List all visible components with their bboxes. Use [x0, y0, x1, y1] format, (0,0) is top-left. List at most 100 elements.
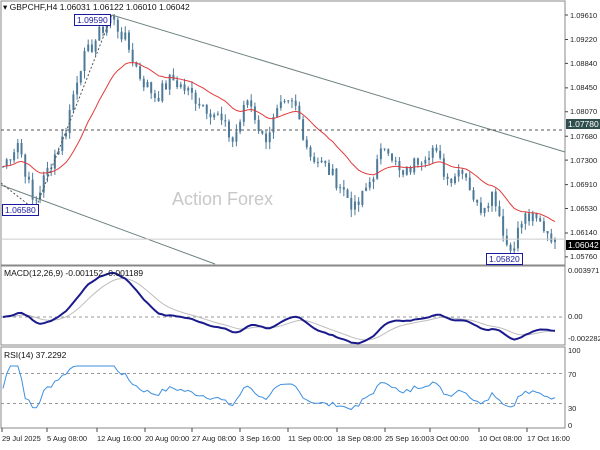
candle-body [150, 82, 153, 94]
candle-body [435, 147, 438, 151]
candle-body [168, 74, 171, 90]
rsi-panel [0, 346, 566, 429]
candle-body [179, 84, 182, 88]
candle-body [550, 233, 553, 242]
rsi-tick-label: 30 [568, 404, 577, 413]
price-tick-label: 1.09220 [570, 35, 598, 44]
candle-body [224, 120, 227, 122]
candle-body [235, 131, 238, 142]
price-tick-label: 1.09610 [570, 10, 598, 20]
candle-body [42, 175, 45, 193]
candle-body [413, 158, 416, 173]
candle-body [468, 177, 471, 191]
candle-body [483, 207, 486, 213]
candle-body [113, 15, 116, 20]
candle-body [253, 106, 256, 120]
price-tick-label: 1.06140 [570, 228, 598, 238]
candle-body [309, 147, 312, 157]
candle-body [324, 160, 327, 164]
candle-body [83, 51, 86, 72]
lower-channel-line [0, 184, 216, 265]
candle-body [279, 101, 282, 109]
candle-body [487, 205, 490, 208]
price-tick-label: 1.05760 [570, 252, 598, 262]
candle-body [405, 166, 408, 175]
candle-body [465, 173, 468, 178]
candle-body [479, 202, 482, 213]
candle-body [431, 147, 434, 158]
candle-body [13, 152, 16, 161]
candle-body [194, 92, 197, 104]
candle-body [509, 244, 512, 251]
candle-body [498, 206, 501, 217]
candle-body [416, 158, 419, 165]
candle-body [331, 168, 334, 175]
candle-body [120, 31, 123, 40]
candle-body [61, 136, 64, 151]
candle-body [546, 231, 549, 234]
candle-body [379, 148, 382, 160]
candle-body [516, 227, 519, 249]
candle-body [372, 178, 375, 182]
candle-body [502, 216, 505, 236]
candle-body [20, 143, 23, 155]
candle-body [5, 159, 8, 167]
candle-body [350, 197, 353, 210]
time-tick-label: 3 Oct 00:00 [430, 434, 469, 443]
dotted-trend-line [34, 14, 113, 211]
candle-body [357, 201, 360, 205]
candle-body [272, 117, 275, 133]
candle-body [287, 100, 290, 102]
candle-body [27, 176, 30, 180]
candle-body [461, 170, 464, 174]
candle-body [450, 178, 453, 184]
time-tick-label: 25 Sep 16:00 [385, 434, 430, 443]
candle-body [72, 94, 75, 110]
time-tick-label: 11 Sep 00:00 [288, 434, 333, 443]
candle-body [98, 26, 101, 41]
candle-body [220, 113, 223, 121]
candle-body [335, 168, 338, 189]
candle-body [276, 108, 279, 118]
price-tick-label: 1.07680 [570, 131, 598, 141]
candle-body [402, 170, 405, 175]
rsi-tick-label: 70 [568, 370, 577, 379]
candle-body [46, 167, 49, 176]
candle-body [494, 191, 497, 207]
current-price-tag: 1.06042 [566, 240, 600, 250]
macd-tick-label: 0.003971 [568, 266, 600, 275]
candle-body [491, 191, 494, 206]
candle-body [398, 161, 401, 171]
macd-title: MACD(12,26,9) -0.001152 -0.001189 [4, 268, 144, 278]
high-label: 1.09590 [74, 14, 111, 26]
candle-body [94, 40, 97, 52]
candle-body [472, 190, 475, 200]
candle-body [176, 80, 179, 88]
candle-body [39, 192, 42, 200]
candle-body [368, 181, 371, 188]
candle-body [124, 32, 127, 40]
time-tick-label: 27 Aug 08:00 [192, 434, 237, 443]
candle-body [476, 199, 479, 203]
rsi-title: RSI(14) 37.2292 [4, 350, 67, 360]
macd-tick-label: -0.002282 [568, 334, 600, 343]
candle-body [265, 133, 268, 143]
candle-body [105, 23, 108, 33]
candle-body [387, 149, 390, 154]
candle-body [531, 213, 534, 222]
candle-body [457, 170, 460, 177]
rsi-tick-label: 100 [568, 346, 581, 355]
candle-body [242, 104, 245, 122]
candle-body [554, 239, 556, 242]
candle-body [24, 154, 27, 177]
candle-body [161, 83, 164, 102]
candle-body [424, 159, 427, 164]
candle-body [68, 109, 71, 133]
candle-body [16, 143, 19, 153]
candle-body [90, 44, 93, 52]
candle-body [35, 199, 38, 201]
candle-body [116, 19, 119, 32]
candle-body [383, 148, 386, 150]
candle-body [428, 157, 431, 160]
watermark: Action Forex [172, 189, 274, 209]
